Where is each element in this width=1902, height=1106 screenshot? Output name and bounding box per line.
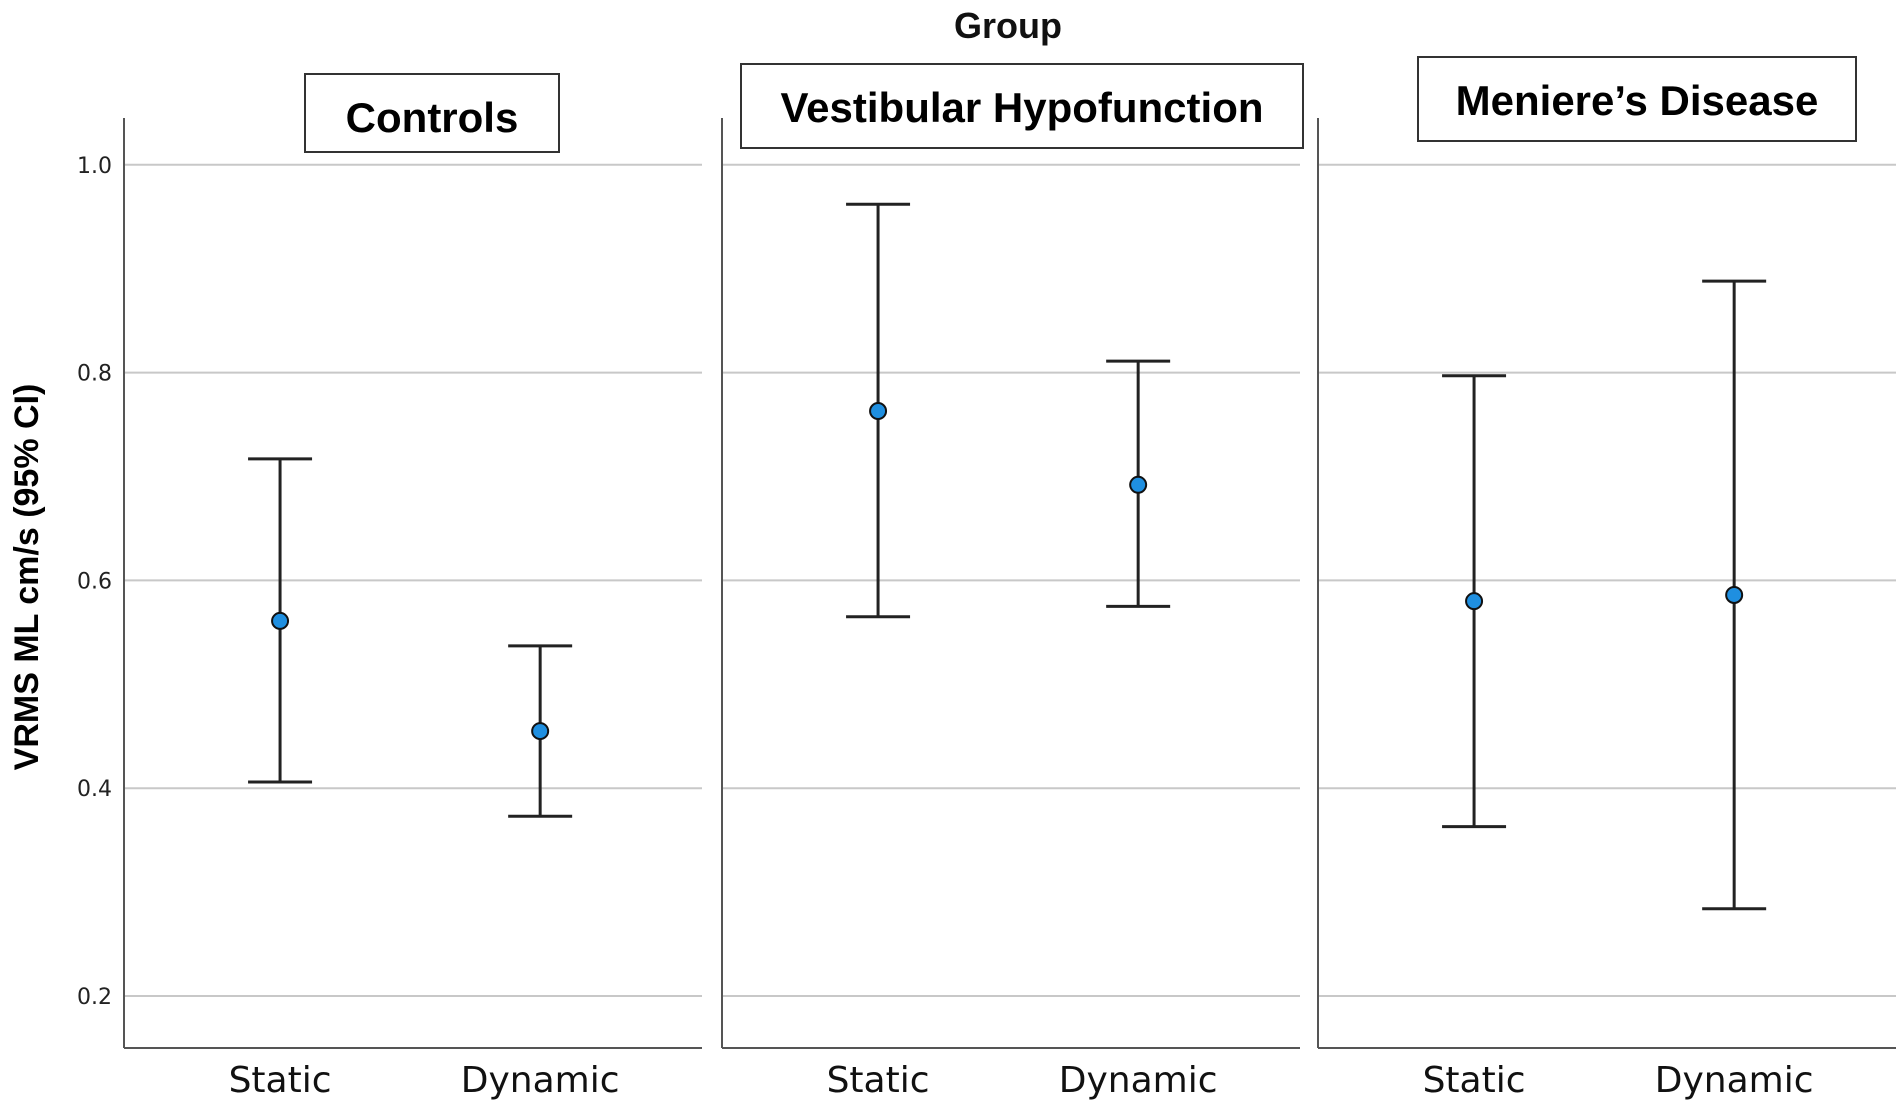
panel-title: Vestibular Hypofunction [780,84,1263,131]
y-tick-label: 1.0 [77,154,112,179]
panel-title: Controls [346,94,519,141]
x-category-label: Static [229,1060,332,1101]
y-tick-label: 0.2 [77,985,112,1010]
y-tick-label: 0.4 [77,777,112,802]
x-category-label: Dynamic [461,1060,620,1101]
x-category-label: Dynamic [1059,1060,1218,1101]
x-category-label: Static [1423,1060,1526,1101]
panel-title-box [740,63,1304,149]
y-axis-label: VRMS ML cm/s (95% CI) [8,384,46,771]
mean-point [869,402,888,421]
mean-point [1129,475,1148,494]
panel-title-box [304,73,560,153]
chart-title: Group [954,5,1062,46]
mean-point [271,611,290,630]
panel-title: Meniere’s Disease [1456,77,1819,124]
panel-title-box [1417,56,1857,142]
x-category-label: Static [827,1060,930,1101]
y-tick-label: 0.6 [77,569,112,594]
mean-point [1725,585,1744,604]
mean-point [1465,592,1484,611]
mean-point [531,722,550,741]
y-tick-label: 0.8 [77,362,112,387]
x-category-label: Dynamic [1655,1060,1814,1101]
